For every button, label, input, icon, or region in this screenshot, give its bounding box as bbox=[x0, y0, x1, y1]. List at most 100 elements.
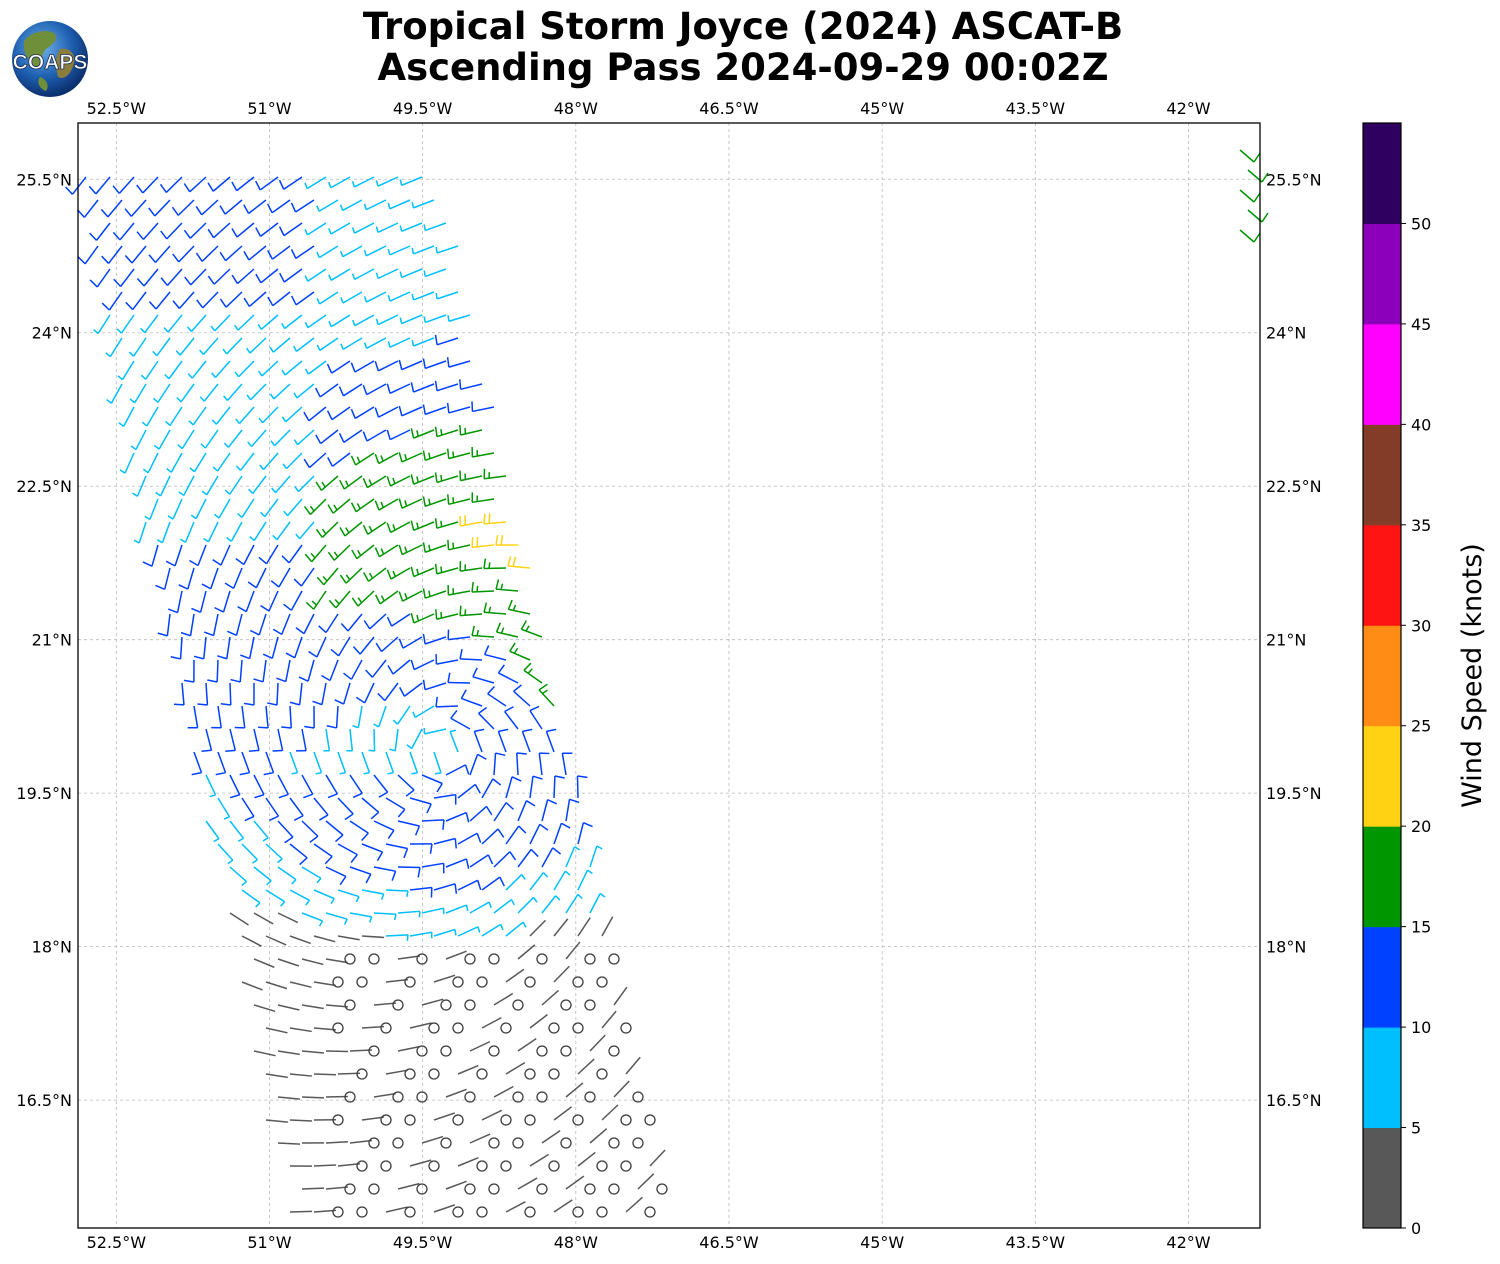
calm-wind-circle bbox=[572, 1114, 584, 1126]
wind-barb bbox=[421, 907, 445, 915]
wind-barb bbox=[227, 613, 243, 636]
wind-barb bbox=[397, 1045, 420, 1052]
wind-barb bbox=[447, 585, 471, 596]
wind-barb bbox=[157, 613, 171, 637]
calm-wind-circle bbox=[488, 1045, 500, 1057]
wind-barb bbox=[385, 1069, 408, 1075]
wind-barb bbox=[290, 199, 315, 213]
wind-barb bbox=[399, 682, 423, 697]
wind-barb bbox=[226, 521, 243, 542]
wind-barb bbox=[495, 579, 519, 592]
wind-barb bbox=[1247, 209, 1269, 223]
wind-barb bbox=[328, 268, 351, 281]
wind-barb bbox=[176, 383, 195, 403]
wind-barb bbox=[351, 544, 375, 560]
wind-barb bbox=[337, 797, 354, 821]
wind-barb bbox=[136, 268, 159, 287]
wind-barb bbox=[361, 889, 385, 900]
calm-wind-circle bbox=[332, 1114, 344, 1126]
wind-barb bbox=[269, 383, 291, 400]
wind-barb bbox=[195, 245, 219, 262]
wind-barb bbox=[325, 1004, 348, 1008]
wind-barb bbox=[148, 245, 171, 263]
wind-barb bbox=[290, 245, 315, 260]
wind-barb bbox=[469, 901, 492, 914]
colorbar-segment bbox=[1363, 1027, 1401, 1129]
wind-barb bbox=[368, 728, 376, 752]
wind-barb bbox=[397, 774, 415, 797]
lon-tick-label: 42°W bbox=[1166, 1233, 1210, 1252]
lat-tick-label: 22.5°N bbox=[1266, 477, 1322, 496]
wind-barb bbox=[337, 1072, 361, 1075]
wind-barb bbox=[349, 820, 369, 842]
wind-barb bbox=[483, 558, 507, 570]
wind-barb bbox=[352, 636, 375, 655]
wind-barb bbox=[229, 866, 247, 887]
wind-barb bbox=[410, 613, 435, 624]
wind-barb bbox=[601, 1104, 619, 1121]
calm-wind-circle bbox=[560, 1045, 572, 1057]
wind-barb bbox=[637, 1173, 655, 1190]
wind-barb bbox=[409, 843, 433, 854]
wind-barb bbox=[397, 955, 420, 960]
wind-barb bbox=[313, 1164, 337, 1167]
wind-barb bbox=[449, 729, 459, 753]
wind-barb bbox=[289, 1119, 313, 1122]
wind-barb bbox=[350, 406, 375, 420]
wind-barb bbox=[446, 448, 471, 460]
wind-barb bbox=[521, 728, 533, 753]
wind-barb bbox=[277, 820, 294, 844]
wind-barb bbox=[397, 866, 421, 878]
calm-wind-circle bbox=[536, 1045, 548, 1057]
calm-wind-circle bbox=[620, 1114, 632, 1126]
calm-wind-circle bbox=[524, 1068, 536, 1080]
lon-tick-label: 46.5°W bbox=[699, 99, 759, 118]
wind-barb bbox=[337, 843, 358, 863]
wind-barb bbox=[601, 916, 614, 937]
wind-barb bbox=[410, 566, 435, 578]
wind-barb bbox=[553, 870, 571, 891]
wind-barb bbox=[65, 176, 87, 195]
wind-barb bbox=[493, 898, 515, 914]
calm-wind-circle bbox=[500, 1160, 512, 1172]
lat-tick-label: 21°N bbox=[32, 631, 72, 650]
wind-barb bbox=[523, 662, 543, 684]
wind-barb bbox=[545, 728, 557, 753]
wind-barb bbox=[277, 1004, 300, 1011]
calm-wind-circle bbox=[548, 1068, 560, 1080]
wind-barb bbox=[253, 958, 275, 969]
wind-barb bbox=[625, 1196, 643, 1213]
wind-barb bbox=[253, 866, 272, 886]
lat-tick-labels-right: 25.5°N 24°N 22.5°N 21°N 19.5°N 18°N 16.5°N bbox=[1266, 170, 1322, 1110]
wind-barb bbox=[386, 383, 411, 395]
wind-barb bbox=[230, 659, 243, 683]
wind-barb bbox=[457, 832, 482, 845]
wind-barb bbox=[253, 1050, 276, 1057]
wind-barb bbox=[409, 1022, 432, 1029]
wind-barb bbox=[193, 636, 207, 660]
wind-barb bbox=[258, 406, 279, 424]
wind-barb bbox=[219, 291, 243, 308]
wind-barb bbox=[337, 935, 360, 941]
wind-barb bbox=[188, 406, 207, 426]
wind-barb bbox=[276, 659, 291, 683]
wind-barb bbox=[313, 935, 336, 943]
wind-barb bbox=[423, 222, 447, 232]
lon-tick-label: 42°W bbox=[1166, 99, 1210, 118]
wind-barb bbox=[481, 1016, 502, 1029]
wind-barb bbox=[447, 314, 471, 322]
wind-barb bbox=[517, 1177, 538, 1190]
calm-wind-circle bbox=[464, 1091, 476, 1103]
wind-barb bbox=[1239, 189, 1261, 203]
wind-barb bbox=[613, 986, 628, 1006]
wind-barb bbox=[529, 775, 543, 799]
wind-barb bbox=[133, 521, 147, 544]
wind-barb bbox=[289, 751, 299, 775]
wind-barb bbox=[351, 222, 375, 234]
lat-tick-label: 25.5°N bbox=[1266, 170, 1322, 189]
wind-barb bbox=[541, 799, 558, 822]
wind-barb bbox=[349, 1139, 372, 1144]
wind-barb bbox=[339, 567, 363, 584]
wind-barb bbox=[434, 518, 459, 529]
lon-tick-label: 48°W bbox=[554, 99, 598, 118]
